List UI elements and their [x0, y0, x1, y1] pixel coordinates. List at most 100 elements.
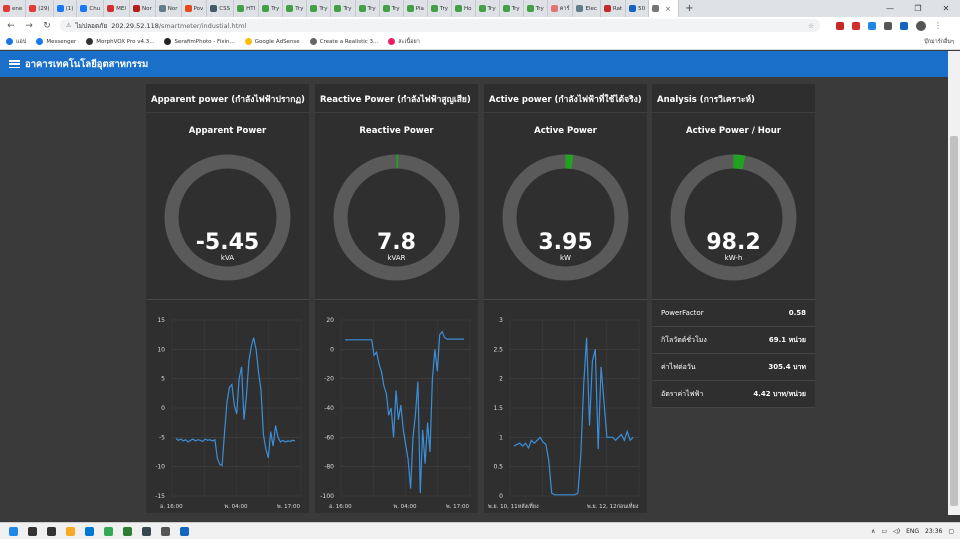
browser-tab[interactable]: Pov: [182, 0, 208, 17]
volume-icon[interactable]: ◁): [893, 528, 901, 535]
bookmark-icon: [309, 38, 317, 45]
task-view-taskbar-icon[interactable]: [45, 525, 57, 537]
browser-tab[interactable]: Try: [428, 0, 452, 17]
minimize-button[interactable]: —: [886, 4, 894, 13]
clock[interactable]: 23:36: [925, 528, 943, 535]
bookmark-label: Google AdSense: [254, 38, 300, 45]
extension-icon[interactable]: [836, 21, 844, 30]
search-taskbar-icon[interactable]: [26, 525, 38, 537]
bookmark-item[interactable]: แอป: [6, 38, 26, 46]
browser-tab[interactable]: Rat: [601, 0, 627, 17]
bookmark-item[interactable]: สะเนื้อยา: [388, 38, 420, 46]
chrome-taskbar-icon[interactable]: [102, 525, 114, 537]
browser-tab[interactable]: (29): [26, 0, 54, 17]
profile-avatar[interactable]: [916, 20, 926, 31]
bookmark-item[interactable]: Google AdSense: [244, 38, 300, 45]
extension-icon[interactable]: [868, 21, 876, 30]
windows-taskbar-icon[interactable]: [7, 525, 19, 537]
notification-icon[interactable]: ▢: [948, 528, 954, 535]
browser-tab[interactable]: Chu: [77, 0, 105, 17]
bookmark-item[interactable]: MorphVOX Pro v4.3...: [86, 38, 154, 45]
browser-tab[interactable]: 50: [626, 0, 650, 17]
browser-tab[interactable]: Try: [307, 0, 332, 17]
extension-icon[interactable]: [852, 21, 860, 30]
puzzle-icon[interactable]: [884, 21, 892, 30]
active-browser-tab[interactable]: ×: [649, 0, 680, 17]
browser-tab[interactable]: MEI: [104, 0, 131, 17]
browser-tab[interactable]: Ho: [452, 0, 476, 17]
store-taskbar-icon[interactable]: [83, 525, 95, 537]
tab-label: Try: [343, 5, 352, 12]
language-indicator[interactable]: ENG: [906, 528, 920, 535]
line-chart: 20 0 -20 -40 -60 -80 -100 อ. 16:00 พ. 04:00 พ. 17…: [320, 317, 471, 510]
tab-favicon-icon: [629, 5, 637, 12]
browser-tab[interactable]: Elec: [573, 0, 601, 17]
tab-label: คาร์: [559, 5, 570, 12]
panel-1: Apparent power (กำลังไฟฟ้าปรากฏ) Apparent…: [146, 84, 309, 513]
chevron-up-icon[interactable]: ∧: [871, 528, 876, 535]
browser-tab[interactable]: Try: [524, 0, 548, 17]
url-path: /smartmeter/industial.html: [158, 21, 247, 30]
bookmark-item[interactable]: SerafimPhoto - Fixin...: [164, 38, 235, 45]
network-icon[interactable]: ▭: [881, 528, 888, 535]
bookmark-label: Messenger: [46, 38, 77, 45]
gauge-fill: [502, 154, 629, 281]
tab-label: Try: [511, 5, 520, 12]
close-window-button[interactable]: ✕: [942, 4, 950, 13]
word-taskbar-icon[interactable]: [178, 525, 190, 537]
tab-label: Try: [319, 5, 328, 12]
x-tick-label: พ. 17:00: [446, 504, 469, 510]
browser-tab[interactable]: Nor: [156, 0, 182, 17]
browser-tab[interactable]: คาร์: [548, 0, 574, 17]
browser-tab[interactable]: Try: [283, 0, 308, 17]
browser-tab[interactable]: Try: [380, 0, 404, 17]
browser-tab[interactable]: Try: [259, 0, 284, 17]
info-label: อัตราค่าไฟฟ้า: [661, 389, 704, 398]
explorer-taskbar-icon[interactable]: [64, 525, 76, 537]
terminal-taskbar-icon[interactable]: [121, 525, 133, 537]
tab-favicon-icon: [210, 5, 218, 12]
bookmark-item[interactable]: Create a Realistic 3...: [309, 38, 378, 45]
gauge-title: Apparent Power: [188, 126, 267, 136]
browser-tab[interactable]: HTI: [234, 0, 260, 17]
maximize-button[interactable]: ❐: [914, 4, 922, 13]
forward-icon[interactable]: →: [25, 20, 33, 31]
hamburger-menu-icon[interactable]: [9, 60, 20, 68]
series-line: [513, 337, 634, 496]
back-icon[interactable]: ←: [7, 20, 15, 31]
bookmark-label: MorphVOX Pro v4.3...: [96, 38, 155, 45]
browser-tab[interactable]: CSS: [207, 0, 235, 17]
new-tab-button[interactable]: +: [685, 3, 694, 14]
app-taskbar-icon[interactable]: [140, 525, 152, 537]
browser-tab[interactable]: Pla: [404, 0, 428, 17]
browser-tab[interactable]: Try: [331, 0, 356, 17]
browser-tab[interactable]: (1): [54, 0, 78, 17]
tab-label: HTI: [246, 5, 256, 12]
line-chart: 3 2.5 2 1.5 1 0.5 0 พ.ย. 10, 11หลังเที่ยง พ.ย. 1…: [488, 317, 640, 510]
more-icon[interactable]: ⋮: [934, 21, 942, 30]
star-icon[interactable]: ☆: [808, 21, 814, 30]
page-scrollbar[interactable]: [948, 51, 960, 515]
gauge-title: Active Power: [534, 126, 597, 136]
info-label: กิโลวัตต์ชั่วโมง: [661, 335, 707, 344]
tab-favicon-icon: [550, 5, 558, 12]
tab-favicon-icon: [454, 5, 462, 12]
browser-tab[interactable]: Try: [500, 0, 524, 17]
reload-icon[interactable]: ↻: [43, 20, 51, 31]
url-field[interactable]: ⚠ ไม่ปลอดภัย 202.29.52.118/smartmeter/in…: [60, 19, 820, 32]
settings-taskbar-icon[interactable]: [159, 525, 171, 537]
browser-tab[interactable]: Nor: [130, 0, 156, 17]
tab-label: Chu: [89, 5, 101, 12]
other-bookmarks[interactable]: บุ๊กมาร์กอื่นๆ: [924, 38, 954, 45]
browser-tab[interactable]: ene: [0, 0, 27, 17]
tab-favicon-icon: [478, 5, 486, 12]
extension-icon[interactable]: [900, 21, 908, 30]
info-row: กิโลวัตต์ชั่วโมง 69.1 หน่วย: [652, 327, 815, 354]
bookmark-label: สะเนื้อยา: [398, 38, 420, 45]
close-tab-icon[interactable]: ×: [665, 4, 671, 13]
browser-tab[interactable]: Try: [356, 0, 380, 17]
gauge-value: 7.8: [377, 230, 416, 255]
bookmark-item[interactable]: Messenger: [36, 38, 76, 45]
bookmarks-bar: แอป Messenger MorphVOX Pro v4.3... SerafimP…: [0, 34, 960, 50]
browser-tab[interactable]: Try: [476, 0, 500, 17]
